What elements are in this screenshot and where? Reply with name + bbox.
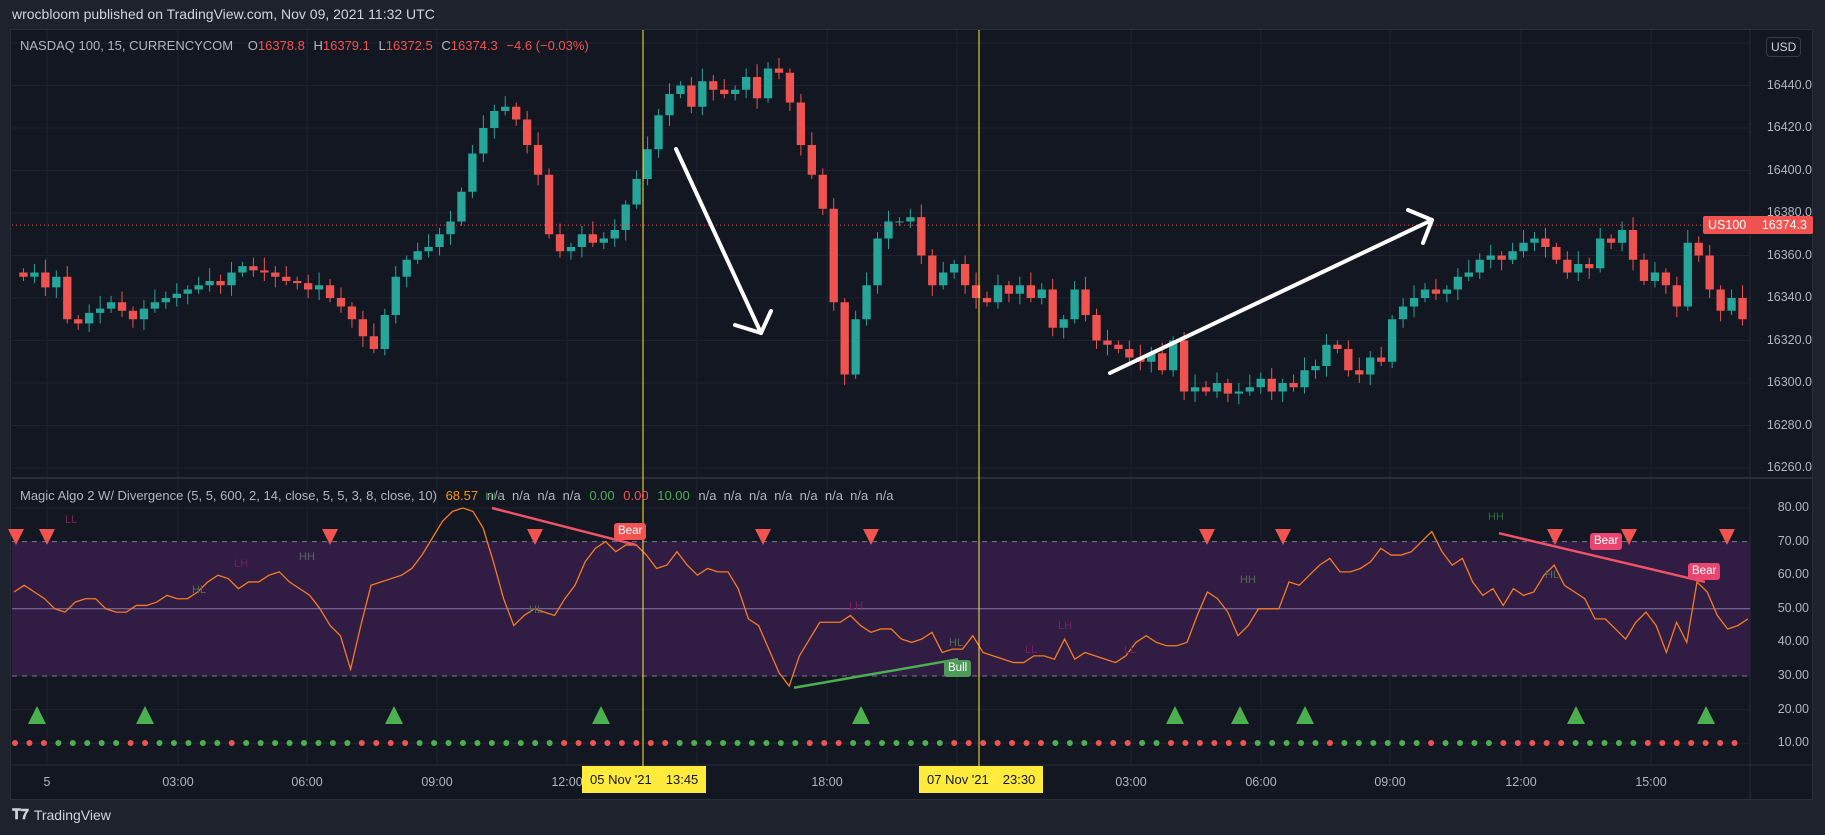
osc-tick: 70.00 [1777, 533, 1809, 548]
price-tick: 16440.0 [1766, 77, 1812, 92]
crosshair-time-label: 05 Nov '21 13:45 [582, 766, 707, 793]
main-legend: NASDAQ 100, 15, CURRENCYCOM O16378.8 H16… [20, 38, 589, 53]
pivot-label: LL [1124, 644, 1137, 656]
pivot-label: HL [949, 637, 964, 649]
ohlc-open: 16378.8 [257, 38, 305, 53]
time-tick: 12:00 [551, 775, 583, 789]
time-tick: 09:00 [1374, 775, 1406, 789]
osc-tick: 80.00 [1777, 500, 1809, 514]
price-tick: 16280.0 [1766, 417, 1812, 432]
indicator-legend: Magic Algo 2 W/ Divergence (5, 5, 600, 2… [20, 488, 894, 503]
time-tick: 12:00 [1505, 775, 1537, 789]
currency-button[interactable]: USD [1766, 37, 1802, 57]
pivot-label: LL [65, 514, 78, 526]
symbol-title[interactable]: NASDAQ 100, 15, CURRENCYCOM [20, 38, 234, 53]
tradingview-logo[interactable]: 𝐓𝟕 TradingView [12, 806, 111, 823]
crosshair-time-label: 07 Nov '21 23:30 [919, 766, 1044, 793]
osc-tick: 40.00 [1777, 634, 1809, 649]
osc-tick: 50.00 [1777, 600, 1809, 615]
osc-tick: 20.00 [1777, 701, 1809, 716]
time-tick: 5 [43, 775, 51, 789]
pivot-label: LH [849, 600, 864, 612]
osc-tick: 60.00 [1777, 567, 1809, 582]
pivot-label: HL [192, 584, 207, 596]
price-tick: 16380.0 [1766, 205, 1812, 219]
pivot-label: HH [299, 551, 315, 563]
price-tick: 16360.0 [1766, 247, 1812, 262]
pivot-label: HH [1488, 511, 1504, 523]
time-tick: 06:00 [1245, 775, 1277, 789]
time-tick: 15:00 [1635, 775, 1667, 789]
time-tick: 18:00 [811, 775, 843, 789]
price-tick: 16420.0 [1766, 120, 1812, 134]
ohlc-change: −4.6 (−0.03%) [506, 38, 589, 53]
price-tick: 16400.0 [1766, 162, 1812, 177]
osc-tick: 30.00 [1777, 668, 1809, 682]
pivot-label: HL [529, 604, 544, 616]
last-price-tag: US100 16374.3 [1703, 216, 1813, 234]
price-tick: 16340.0 [1766, 290, 1812, 304]
bull-divergence-label: Bull [944, 660, 972, 677]
time-tick: 03:00 [1115, 775, 1147, 789]
osc-tick: 10.00 [1777, 735, 1809, 750]
ohlc-high: 16379.1 [322, 38, 370, 53]
indicator-title[interactable]: Magic Algo 2 W/ Divergence (5, 5, 600, 2… [20, 488, 437, 503]
publish-info: wrocbloom published on TradingView.com, … [12, 6, 435, 22]
pivot-label: HH [1240, 574, 1256, 586]
price-tick: 16300.0 [1766, 375, 1812, 389]
pivot-label: HH [485, 491, 501, 503]
price-tick: 16260.0 [1766, 460, 1812, 474]
pivot-label: LL [1025, 644, 1038, 656]
pivot-label: LH [1058, 620, 1073, 632]
time-tick: 06:00 [291, 775, 323, 789]
bear-divergence-label: Bear [1688, 563, 1721, 580]
ohlc-low: 16372.5 [385, 38, 433, 53]
bear-divergence-label: Bear [1590, 533, 1623, 550]
ohlc-close: 16374.3 [450, 38, 498, 53]
time-tick: 09:00 [421, 775, 453, 789]
tv-logo-icon: 𝐓𝟕 [12, 806, 29, 822]
price-tick: 16320.0 [1766, 332, 1812, 347]
bear-divergence-label: Bear [614, 523, 647, 540]
time-tick: 03:00 [162, 775, 194, 789]
pivot-label: HL [1545, 569, 1560, 581]
pivot-label: LH [234, 558, 249, 570]
